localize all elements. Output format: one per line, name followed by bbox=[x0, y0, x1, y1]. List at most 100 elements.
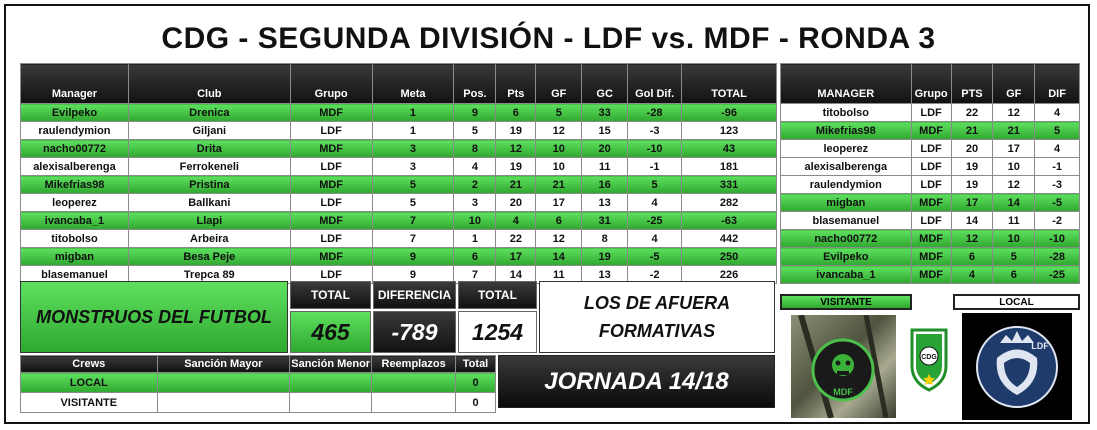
results-cell: 181 bbox=[681, 157, 777, 176]
results-cell: 14 bbox=[495, 265, 537, 284]
page-title: CDG - SEGUNDA DIVISIÓN - LDF vs. MDF - R… bbox=[161, 22, 936, 55]
results-cell: nacho00772 bbox=[20, 139, 129, 158]
results-cell: 17 bbox=[535, 193, 583, 212]
standings-header-dif: DIF bbox=[1034, 63, 1080, 104]
results-cell: 4 bbox=[627, 229, 683, 248]
results-header-grupo: Grupo bbox=[289, 63, 373, 104]
results-cell: 10 bbox=[453, 211, 497, 230]
results-cell: 3 bbox=[371, 157, 455, 176]
crews-header-sanci-n-menor: Sanción Menor bbox=[289, 355, 373, 373]
standings-cell: MDF bbox=[910, 193, 952, 212]
total-a-label: TOTAL bbox=[290, 281, 371, 309]
results-cell: LDF bbox=[289, 121, 373, 140]
results-cell: 16 bbox=[581, 175, 629, 194]
results-cell: 19 bbox=[581, 247, 629, 266]
standings-cell: 19 bbox=[950, 175, 994, 194]
standings-cell: migban bbox=[780, 193, 912, 212]
ldf-lion-icon: LDF bbox=[976, 326, 1058, 408]
crews-cell: 0 bbox=[455, 372, 496, 393]
results-cell: ivancaba_1 bbox=[20, 211, 129, 230]
standings-cell: 11 bbox=[992, 211, 1036, 230]
standings-cell: raulendymion bbox=[780, 175, 912, 194]
standings-header-gf: GF bbox=[992, 63, 1036, 104]
results-row: Mikefrias98 Pristina MDF 5 2 21 21 16 5 331 bbox=[20, 175, 777, 194]
crews-table: Crews Sanción Mayor Sanción Menor Reemplazo… bbox=[20, 355, 496, 413]
standings-cell: Evilpeko bbox=[780, 247, 912, 266]
standings-header-pts: PTS bbox=[950, 63, 994, 104]
results-header-pts: Pts bbox=[495, 63, 537, 104]
standings-cell: 22 bbox=[950, 103, 994, 122]
standings-cell: 19 bbox=[950, 157, 994, 176]
crews-cell bbox=[156, 392, 291, 413]
results-cell: 226 bbox=[681, 265, 777, 284]
results-cell: 12 bbox=[535, 229, 583, 248]
standings-cell: Mikefrias98 bbox=[780, 121, 912, 140]
standings-cell: leoperez bbox=[780, 139, 912, 158]
results-cell: 12 bbox=[535, 121, 583, 140]
results-cell: Ferrokeneli bbox=[127, 157, 291, 176]
results-cell: MDF bbox=[289, 211, 373, 230]
total-b-label: TOTAL bbox=[458, 281, 537, 309]
results-cell: migban bbox=[20, 247, 129, 266]
results-row: nacho00772 Drita MDF 3 8 12 10 20 -10 43 bbox=[20, 139, 777, 158]
results-cell: leoperez bbox=[20, 193, 129, 212]
standings-cell: titobolso bbox=[780, 103, 912, 122]
mdf-emblem-icon: MDF bbox=[798, 315, 889, 418]
standings-cell: 17 bbox=[950, 193, 994, 212]
results-row: alexisalberenga Ferrokeneli LDF 3 4 19 10 11 -1 1… bbox=[20, 157, 777, 176]
standings-row: nacho00772 MDF 12 10 -10 bbox=[780, 229, 1080, 248]
crews-cell: 0 bbox=[455, 392, 496, 413]
crews-cell bbox=[156, 372, 291, 393]
difference-value: -789 bbox=[373, 311, 456, 353]
results-cell: 1 bbox=[453, 229, 497, 248]
standings-cell: LDF bbox=[910, 175, 952, 194]
standings-cell: 12 bbox=[950, 229, 994, 248]
results-cell: MDF bbox=[289, 103, 373, 122]
results-cell: Llapi bbox=[127, 211, 291, 230]
svg-text:LDF: LDF bbox=[1031, 341, 1049, 351]
standings-cell: 5 bbox=[992, 247, 1036, 266]
results-cell: 8 bbox=[581, 229, 629, 248]
results-cell: 250 bbox=[681, 247, 777, 266]
results-row: raulendymion Giljani LDF 1 5 19 12 15 -3 123 bbox=[20, 121, 777, 140]
standings-cell: 17 bbox=[992, 139, 1036, 158]
results-cell: 11 bbox=[535, 265, 583, 284]
results-header-manager: Manager bbox=[20, 63, 129, 104]
results-cell: 4 bbox=[627, 193, 683, 212]
standings-cell: 5 bbox=[1034, 121, 1080, 140]
standings-cell: -2 bbox=[1034, 211, 1080, 230]
results-header-row: Manager Club Grupo Meta Pos. Pts GF GC Gol Dif. T… bbox=[20, 63, 777, 104]
results-cell: Besa Peje bbox=[127, 247, 291, 266]
results-cell: LDF bbox=[289, 265, 373, 284]
crews-cell bbox=[371, 372, 457, 393]
standings-cell: alexisalberenga bbox=[780, 157, 912, 176]
standings-table: MANAGER Grupo PTS GF DIF titobolso LDF 22 12 4 Mi… bbox=[780, 63, 1080, 284]
results-cell: 31 bbox=[581, 211, 629, 230]
results-cell: 21 bbox=[535, 175, 583, 194]
results-cell: 6 bbox=[453, 247, 497, 266]
results-cell: 3 bbox=[371, 139, 455, 158]
results-row: leoperez Ballkani LDF 5 3 20 17 13 4 282 bbox=[20, 193, 777, 212]
results-cell: 4 bbox=[495, 211, 537, 230]
standings-header-manager: MANAGER bbox=[780, 63, 912, 104]
crews-cell: LOCAL bbox=[20, 372, 158, 393]
crews-cell bbox=[289, 372, 373, 393]
standings-cell: ivancaba_1 bbox=[780, 265, 912, 284]
crews-header-reemplazos: Reemplazos bbox=[371, 355, 457, 373]
results-cell: 21 bbox=[495, 175, 537, 194]
results-cell: 12 bbox=[495, 139, 537, 158]
cdg-logo: CDG bbox=[908, 326, 950, 392]
results-cell: 20 bbox=[581, 139, 629, 158]
standings-cell: -3 bbox=[1034, 175, 1080, 194]
results-cell: 5 bbox=[535, 103, 583, 122]
results-header-gf: GF bbox=[535, 63, 583, 104]
results-cell: Arbeira bbox=[127, 229, 291, 248]
standings-cell: nacho00772 bbox=[780, 229, 912, 248]
results-cell: LDF bbox=[289, 229, 373, 248]
results-cell: -25 bbox=[627, 211, 683, 230]
standings-cell: 21 bbox=[950, 121, 994, 140]
crews-cell bbox=[289, 392, 373, 413]
results-cell: 123 bbox=[681, 121, 777, 140]
results-cell: 9 bbox=[453, 103, 497, 122]
team-b-line2: FORMATIVAS bbox=[598, 321, 716, 341]
